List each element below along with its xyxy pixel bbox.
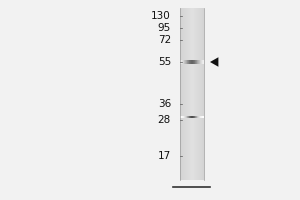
Bar [189,116,190,118]
Bar [202,8,203,180]
Bar [195,116,196,118]
Text: 28: 28 [158,115,171,125]
Bar [180,60,181,64]
Bar [181,116,182,118]
Text: 95: 95 [158,23,171,33]
Bar [199,60,200,64]
Bar [201,60,202,64]
Bar [181,8,182,180]
Bar [194,60,195,64]
Bar [188,60,189,64]
Bar [197,116,198,118]
Bar [184,8,185,180]
Text: 17: 17 [158,151,171,161]
Bar [194,116,195,118]
Bar [180,8,181,180]
Bar [198,116,199,118]
Bar [189,8,190,180]
Bar [181,60,182,64]
Bar [203,60,204,64]
Bar [186,60,187,64]
Bar [185,60,186,64]
Bar [188,116,189,118]
Bar [198,8,199,180]
Bar [185,8,186,180]
Bar [202,8,203,180]
Bar [183,116,184,118]
Bar [190,8,191,180]
Bar [193,116,194,118]
Bar [200,8,201,180]
Bar [202,60,203,64]
Bar [185,116,186,118]
Bar [189,60,190,64]
Bar [186,8,187,180]
Text: 55: 55 [158,57,171,67]
Bar [193,60,194,64]
Bar [191,116,192,118]
Bar [196,8,197,180]
Bar [184,60,185,64]
Bar [186,116,187,118]
Bar [194,8,195,180]
Bar [182,8,183,180]
Bar [183,60,184,64]
Bar [184,116,185,118]
Bar [191,60,192,64]
Bar [199,116,200,118]
Bar [203,8,204,180]
Bar [201,8,202,180]
Bar [188,8,189,180]
Text: 36: 36 [158,99,171,109]
Bar [200,116,201,118]
Bar [203,116,204,118]
Bar [202,116,203,118]
Bar [192,60,193,64]
Bar [195,60,196,64]
Bar [183,8,184,180]
Bar [187,116,188,118]
Bar [201,116,202,118]
Bar [196,116,197,118]
Polygon shape [210,57,218,67]
Text: 130: 130 [151,11,171,21]
Text: 72: 72 [158,35,171,45]
Bar [187,8,188,180]
Bar [180,116,181,118]
Bar [200,60,201,64]
Bar [187,60,188,64]
Bar [195,8,196,180]
Bar [197,8,198,180]
Bar [190,116,191,118]
Bar [192,116,193,118]
Bar [192,8,193,180]
Bar [197,60,198,64]
Bar [198,60,199,64]
Bar [182,60,183,64]
Bar [191,8,192,180]
Bar [193,8,194,180]
Bar [199,8,200,180]
Bar [182,116,183,118]
Bar [190,60,191,64]
Bar [196,60,197,64]
